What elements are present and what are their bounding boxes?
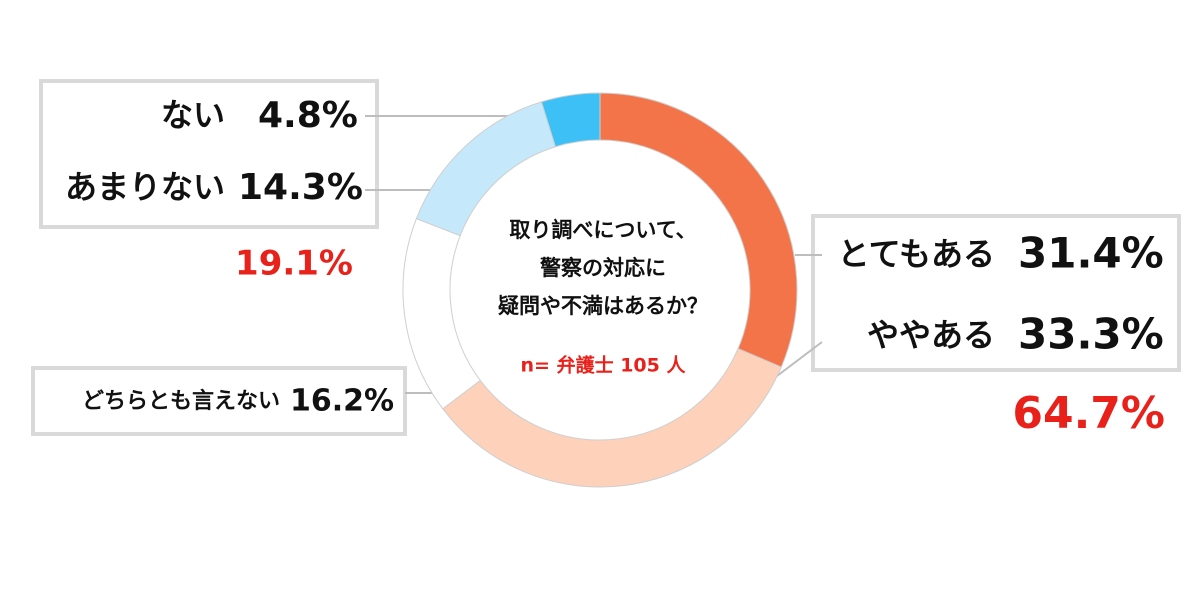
center-text: 疑問や不満はあるか？ xyxy=(498,294,708,318)
label-box xyxy=(31,366,407,436)
group-total: 19.1% xyxy=(235,244,353,284)
value-label: 14.3% xyxy=(238,167,363,208)
center-text: 警察の対応に xyxy=(539,256,666,280)
value-label: 4.8% xyxy=(258,95,358,136)
donut-segment xyxy=(402,217,482,410)
donut-segment xyxy=(599,92,798,368)
group-total: 64.7% xyxy=(1012,388,1165,439)
value-label: 33.3% xyxy=(1018,310,1164,359)
category-label: ない xyxy=(161,96,225,134)
donut-segment xyxy=(540,92,601,148)
value-label: 16.2% xyxy=(290,384,394,419)
category-label: ややある xyxy=(867,316,995,354)
value-label: 31.4% xyxy=(1018,229,1164,278)
donut-segment xyxy=(415,101,557,237)
donut xyxy=(402,92,798,488)
category-label: あまりない xyxy=(65,168,225,206)
category-label: どちらとも言えない xyxy=(82,388,280,414)
center-text: 取り調べについて、 xyxy=(509,218,696,242)
category-label: とてもある xyxy=(838,235,995,273)
label-box xyxy=(811,214,1181,372)
label-box xyxy=(39,79,379,229)
note: n= 弁護士 105 人 xyxy=(521,354,687,377)
donut-segment xyxy=(442,348,782,488)
